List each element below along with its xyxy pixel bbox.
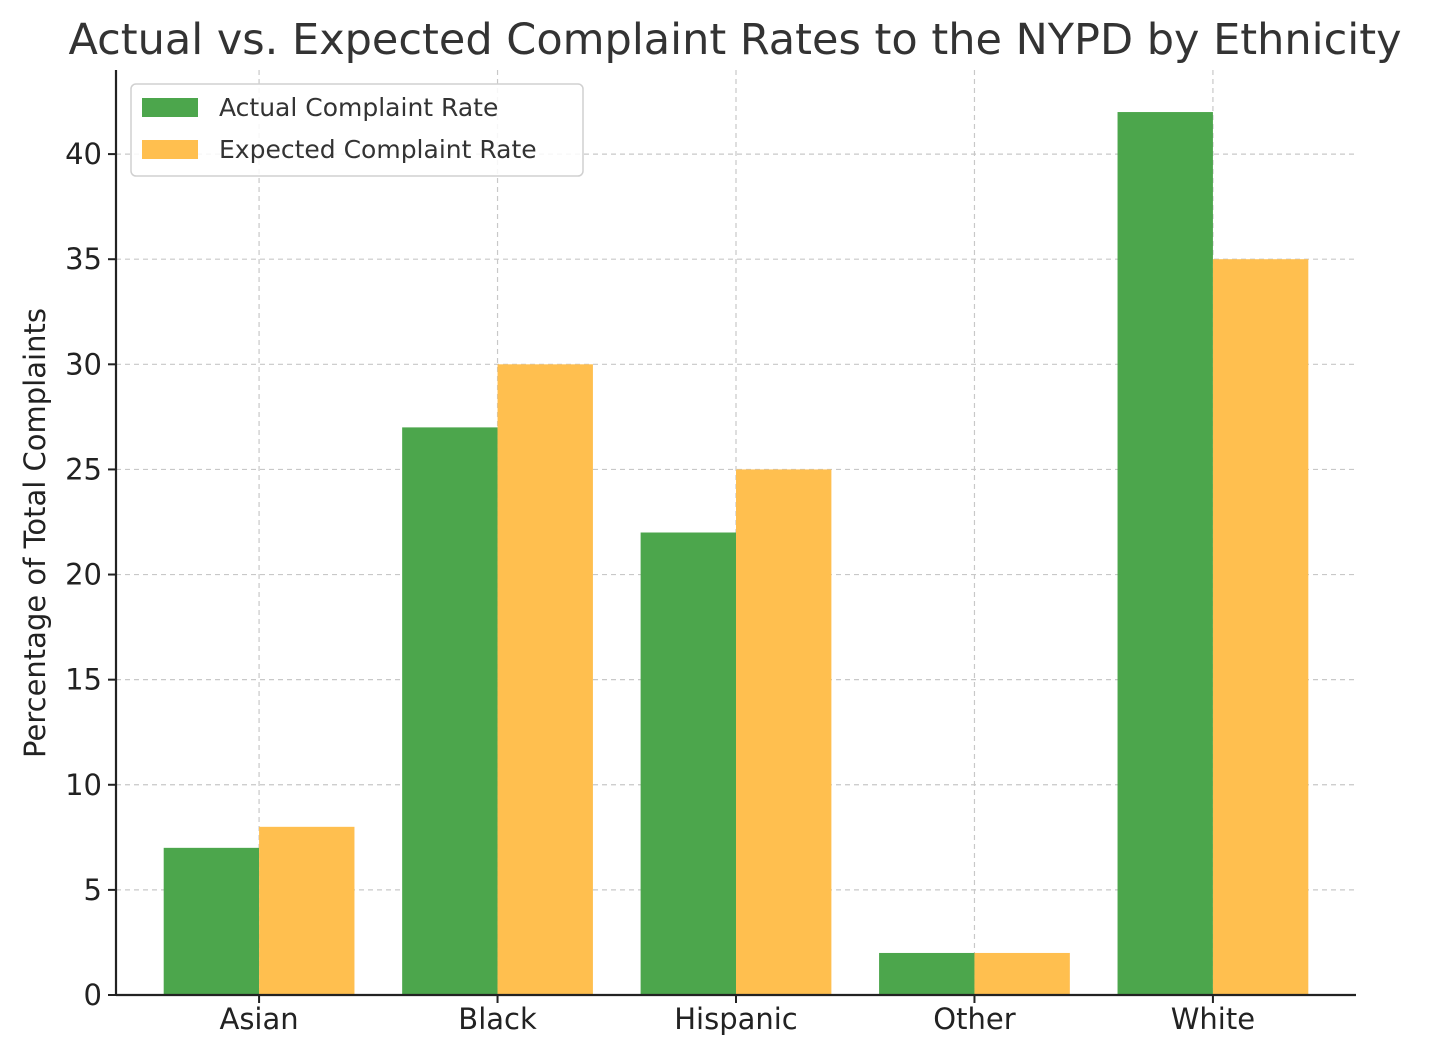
bar-expected-asian — [259, 826, 355, 995]
x-tick-label: Asian — [219, 1002, 298, 1036]
x-tick-label: White — [1171, 1002, 1255, 1036]
legend-label: Actual Complaint Rate — [219, 93, 498, 122]
legend-swatch — [142, 140, 198, 159]
bar-expected-other — [974, 952, 1070, 995]
chart-title: Actual vs. Expected Complaint Rates to t… — [68, 15, 1401, 65]
legend: Actual Complaint Rate Expected Complaint … — [130, 83, 584, 177]
bar-actual-hispanic — [640, 532, 736, 995]
x-tick-label: Black — [458, 1002, 537, 1036]
y-tick-label: 40 — [65, 137, 102, 171]
bar-actual-asian — [163, 847, 260, 995]
y-tick-label: 30 — [65, 347, 102, 381]
y-tick-label: 0 — [84, 978, 102, 1012]
y-tick-label: 15 — [65, 663, 102, 697]
bar-expected-black — [497, 364, 593, 995]
x-tick-label: Hispanic — [674, 1002, 798, 1036]
bars — [163, 112, 1309, 995]
y-tick-label: 5 — [84, 873, 102, 907]
bar-expected-hispanic — [736, 469, 832, 995]
axes: 0 5 10 15 20 25 30 35 40 Asian Black Hispanic Other W… — [65, 70, 1356, 1036]
legend-swatch — [142, 98, 198, 117]
y-axis-label: Percentage of Total Complaints — [18, 308, 52, 758]
bar-actual-other — [879, 952, 975, 995]
bar-expected-white — [1212, 259, 1309, 995]
x-tick-label: Other — [933, 1002, 1015, 1036]
y-tick-label: 25 — [65, 452, 102, 486]
y-tick-label: 10 — [65, 768, 102, 802]
bar-actual-white — [1117, 112, 1213, 995]
bar-actual-black — [402, 427, 498, 995]
y-tick-label: 35 — [65, 242, 102, 276]
legend-label: Expected Complaint Rate — [219, 135, 537, 164]
legend-frame — [130, 83, 584, 177]
y-tick-label: 20 — [65, 558, 102, 592]
